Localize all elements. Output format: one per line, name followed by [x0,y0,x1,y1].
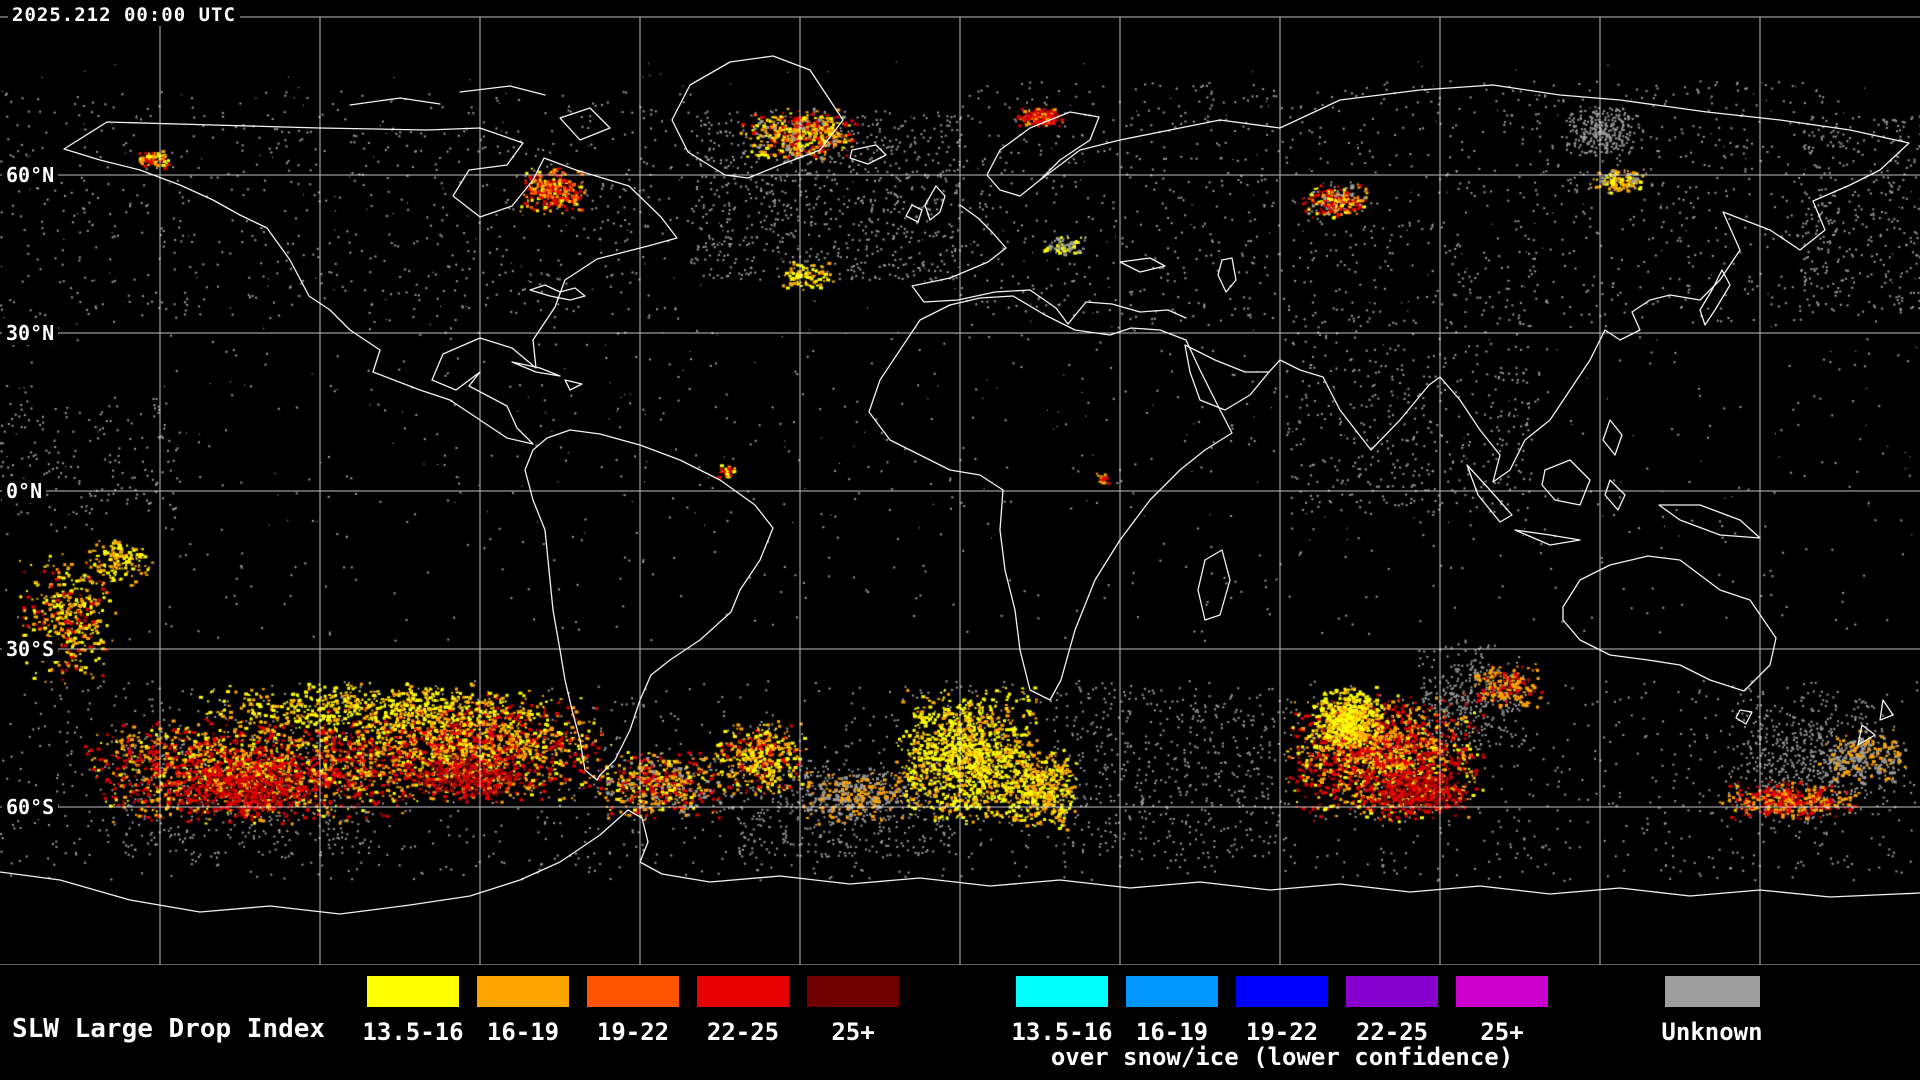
coastline-arctic-islands [349,85,611,141]
snow-swatch-0 [1016,976,1108,1007]
warm-swatch-4 [807,976,899,1007]
coastline-caspian-sea [1217,257,1237,293]
warm-swatch-3 [697,976,789,1007]
coastline-antarctica [0,809,1920,915]
coastline-caribbean [511,361,583,391]
coastline-south-america [524,429,774,781]
coastline-tasmania-new-zealand [1735,699,1894,746]
lat-label-60n: 60°N [2,163,59,187]
graticule-grid [0,16,1920,965]
snow-bin-label-0: 13.5-16 [1011,1018,1113,1046]
warm-bin-label-2: 19-22 [596,1018,670,1046]
coastline-africa [868,295,1233,701]
legend-title: SLW Large Drop Index [12,1014,326,1044]
snow-swatch-1 [1126,976,1218,1007]
warm-bin-label-4: 25+ [831,1018,875,1046]
coastline-greenland [671,55,844,179]
legend-snow-caption: over snow/ice (lower confidence) [1050,1043,1514,1071]
legend-unknown-swatch [1665,976,1760,1007]
coastline-madagascar [1197,549,1231,621]
coastlines [0,55,1920,915]
coastline-asia [1039,84,1910,483]
coastline-southeast-asia-islands [1466,419,1761,546]
warm-bin-label-1: 16-19 [486,1018,560,1046]
coastline-iceland [849,144,887,165]
lat-label-30n: 30°N [2,321,59,345]
legend: SLW Large Drop Index 13.5-16 16-19 19-22 22… [0,965,1920,1080]
warm-bin-label-3: 22-25 [706,1018,780,1046]
legend-unknown-label: Unknown [1661,1018,1763,1046]
warm-bin-label-0: 13.5-16 [362,1018,464,1046]
coastline-black-sea [1119,257,1166,273]
warm-swatch-0 [367,976,459,1007]
legend-warm-swatch-row: 13.5-16 16-19 19-22 22-25 25+ [362,976,927,1066]
coastline-japan [1699,269,1731,326]
timestamp: 2025.212 00:00 UTC [8,4,240,26]
snow-bin-label-1: 16-19 [1135,1018,1209,1046]
legend-snow-swatch-row: 13.5-16 16-19 19-22 22-25 25+ [1011,976,1576,1066]
snow-bin-label-2: 19-22 [1245,1018,1319,1046]
snow-swatch-4 [1456,976,1548,1007]
graticule-and-coastline-overlay [0,16,1920,965]
snow-bin-label-4: 25+ [1480,1018,1524,1046]
coastline-great-lakes [529,284,586,301]
snow-swatch-3 [1346,976,1438,1007]
coastline-australia [1562,555,1777,692]
warm-swatch-1 [477,976,569,1007]
coastline-scandinavia [986,111,1100,197]
coastline-arabia [1184,344,1270,411]
warm-swatch-2 [587,976,679,1007]
coastline-british-isles [905,185,946,223]
lat-label-60s: 60°S [2,795,59,819]
lat-label-0n: 0°N [2,479,47,503]
coastline-north-america [63,121,678,445]
world-map: 2025.212 00:00 UTC 60°N 30°N 0°N 30°S 60°S [0,0,1920,965]
snow-bin-label-3: 22-25 [1355,1018,1429,1046]
coastline-europe [911,204,1187,325]
lat-label-30s: 30°S [2,637,59,661]
snow-swatch-2 [1236,976,1328,1007]
